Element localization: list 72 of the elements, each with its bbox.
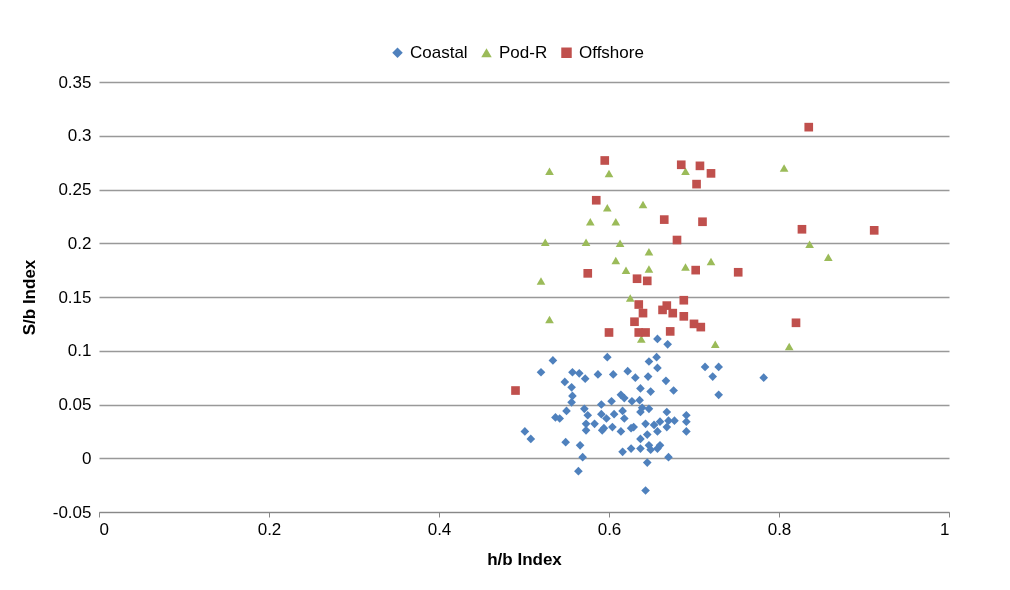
point <box>545 167 554 175</box>
legend-label: Offshore <box>579 42 644 62</box>
point <box>696 322 706 332</box>
point <box>545 315 554 324</box>
x-tick-label: 1 <box>940 519 950 539</box>
legend-label: Pod-R <box>499 42 548 62</box>
y-tick-label: 0.25 <box>58 180 92 199</box>
point <box>681 167 690 175</box>
x-tick-label: 0.8 <box>767 519 792 539</box>
point <box>638 200 648 209</box>
x-axis-title: h/b Index <box>487 549 563 569</box>
point <box>632 274 642 284</box>
point <box>604 169 614 178</box>
point <box>583 269 593 278</box>
point <box>679 312 689 321</box>
y-tick-label: 0 <box>82 448 92 468</box>
point <box>823 253 833 261</box>
y-tick-label: 0.3 <box>67 126 92 146</box>
point <box>706 169 716 178</box>
y-tick-label: 0.15 <box>58 287 92 307</box>
point <box>679 295 689 305</box>
x-tick-label: 0.6 <box>597 519 622 539</box>
point <box>611 218 621 226</box>
point <box>625 294 635 302</box>
point <box>636 335 646 343</box>
legend-label: Coastal <box>410 42 468 62</box>
point <box>805 240 814 249</box>
point <box>611 256 621 265</box>
point <box>540 238 550 246</box>
point <box>668 308 678 318</box>
point <box>591 195 601 205</box>
point <box>630 317 639 327</box>
point <box>615 239 625 247</box>
point <box>511 386 520 395</box>
point <box>784 342 794 351</box>
point <box>779 164 789 172</box>
point <box>869 226 879 235</box>
point <box>676 160 686 170</box>
point <box>691 265 701 275</box>
point <box>658 305 667 315</box>
point <box>604 328 614 337</box>
point <box>733 267 743 277</box>
point <box>692 179 701 189</box>
y-tick-label: 0.1 <box>67 341 92 361</box>
point <box>804 122 814 132</box>
point <box>797 224 807 234</box>
point <box>665 327 675 336</box>
y-tick-label: 0.2 <box>67 233 92 253</box>
y-axis-title: S/b Index <box>19 259 39 336</box>
x-tick-label: 0.4 <box>427 519 452 539</box>
point <box>585 218 595 226</box>
y-tick-label: 0.35 <box>58 72 92 92</box>
x-tick-label: 0 <box>99 519 109 539</box>
point <box>791 318 801 328</box>
point <box>698 217 707 227</box>
point <box>602 204 612 212</box>
point <box>644 265 654 273</box>
point <box>642 276 652 286</box>
point <box>641 328 650 337</box>
point <box>634 300 644 309</box>
point <box>581 238 591 246</box>
point <box>681 263 690 271</box>
x-tick-label: 0.2 <box>257 519 282 539</box>
point <box>644 248 654 256</box>
point <box>706 257 716 266</box>
point <box>659 215 669 224</box>
y-tick-label: 0.05 <box>58 395 92 414</box>
point <box>600 156 610 165</box>
point <box>536 277 546 285</box>
y-tick-label: -0.05 <box>52 502 92 522</box>
point <box>710 340 720 349</box>
point <box>621 266 631 274</box>
